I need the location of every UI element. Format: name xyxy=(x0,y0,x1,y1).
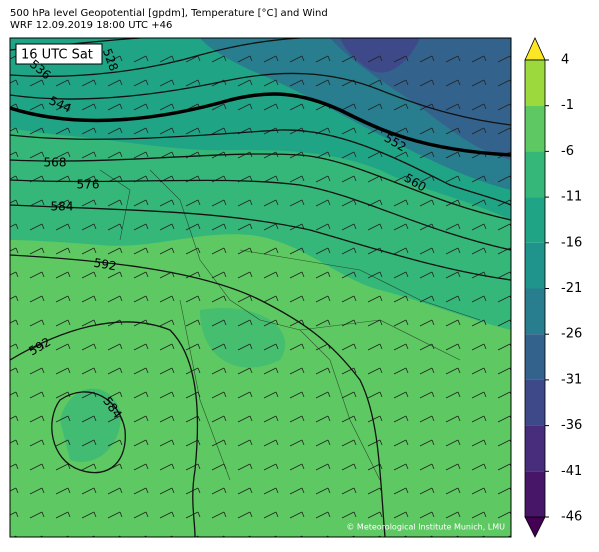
colorbar-tick-label: -26 xyxy=(561,327,582,342)
colorbar-under xyxy=(524,516,546,538)
colorbar-tick-label: -1 xyxy=(561,98,574,113)
colorbar-band xyxy=(525,151,545,198)
colorbar-over xyxy=(524,37,546,61)
colorbar-tick-label: -16 xyxy=(561,235,582,250)
time-box xyxy=(15,43,103,65)
colorbar-tick-label: 4 xyxy=(561,53,569,68)
colorbar-band xyxy=(525,471,545,517)
colorbar-tick-label: -6 xyxy=(561,144,574,159)
colorbar-tick-label: -41 xyxy=(561,464,582,479)
colorbar: 4 -1 -6 -11 -16 -21 -26 -31 -36 -41 -46 xyxy=(524,37,582,538)
colorbar-tick-label: -46 xyxy=(561,510,582,525)
credit: © Meteorological Institute Munich, LMU xyxy=(346,523,505,532)
colorbar-tick-label: -36 xyxy=(561,418,582,433)
time-label: 16 UTC Sat xyxy=(21,48,93,63)
contour-label: 592 xyxy=(93,256,118,274)
colorbar-tick-label: -11 xyxy=(561,190,582,205)
contour-label: 584 xyxy=(51,200,74,214)
colorbar-band xyxy=(525,242,545,289)
map xyxy=(10,38,511,537)
colorbar-band xyxy=(525,60,545,106)
colorbar-band xyxy=(525,425,545,472)
colorbar-tick-label: -31 xyxy=(561,372,582,387)
contour-label: 576 xyxy=(77,178,100,192)
colorbar-tick-label: -21 xyxy=(561,281,582,296)
contour-label: 568 xyxy=(44,156,67,170)
subtitle: WRF 12.09.2019 18:00 UTC +46 xyxy=(10,20,172,31)
title: 500 hPa level Geopotential [gpdm], Tempe… xyxy=(10,8,328,19)
colorbar-band xyxy=(525,105,545,152)
colorbar-band xyxy=(525,197,545,243)
map-frame xyxy=(9,37,512,538)
colorbar-band xyxy=(525,288,545,335)
colorbar-band xyxy=(525,379,545,426)
colorbar-band xyxy=(525,334,545,380)
